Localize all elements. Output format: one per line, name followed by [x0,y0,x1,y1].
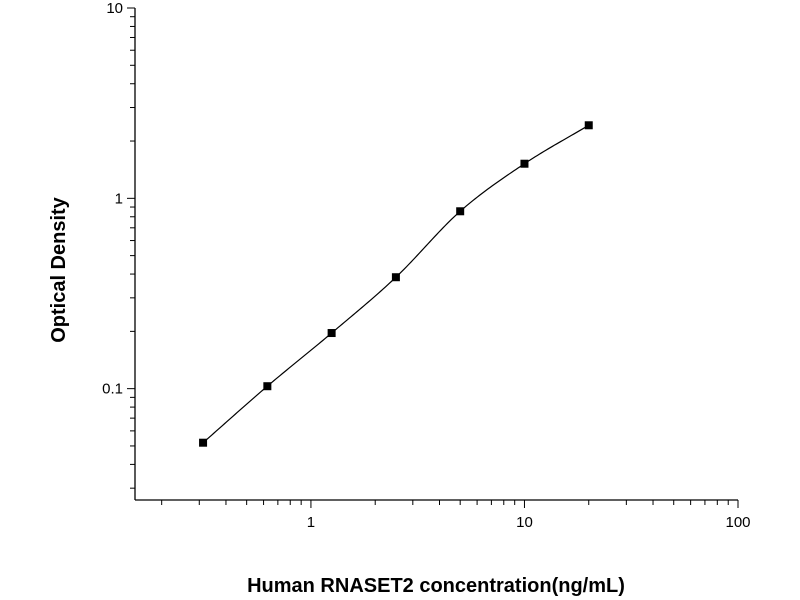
data-point [520,159,529,168]
y-tick-label: 1 [115,190,123,207]
y-tick-label: 0.1 [102,381,123,398]
fit-curve [202,124,590,444]
axes: 1 10 100 0.1 1 10 [102,0,750,531]
data-point [391,273,400,282]
x-tick-label: 10 [516,514,533,531]
data-point [327,329,336,338]
x-tick-label: 100 [725,514,750,531]
fit-curve-layer [202,124,590,444]
data-point [584,121,593,130]
y-tick-label: 10 [106,0,123,17]
x-tick-label: 1 [307,514,315,531]
y-axis-title: Optical Density [48,196,70,342]
data-point [456,207,465,216]
data-point [199,438,208,447]
data-points [199,121,593,447]
data-point [263,382,272,391]
x-axis-title: Human RNASET2 concentration(ng/mL) [247,575,625,597]
